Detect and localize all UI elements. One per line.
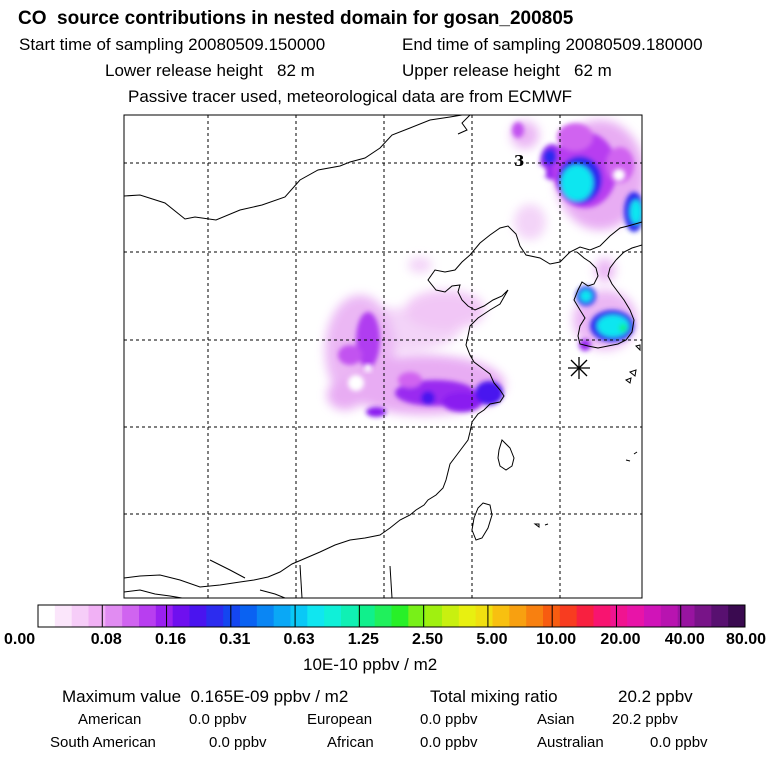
colorbar [37, 604, 746, 628]
region-value: 0.0 ppbv [650, 734, 708, 751]
colorbar-swatch [711, 605, 729, 627]
total-mixing-label: Total mixing ratio [430, 687, 558, 706]
colorbar-swatch [475, 605, 493, 627]
colorbar-swatch [610, 605, 628, 627]
end-time-label: End time of sampling 20080509.180000 [402, 35, 703, 54]
colorbar-swatch [543, 605, 561, 627]
colorbar-swatch [307, 605, 325, 627]
colorbar-swatch [458, 605, 477, 627]
region-label: American [78, 711, 142, 728]
colorbar-swatch [593, 605, 611, 627]
colorbar-swatch [627, 605, 645, 627]
colorbar-swatch [155, 605, 174, 627]
colorbar-swatch [54, 605, 73, 627]
colorbar-frame [37, 604, 746, 628]
colorbar-tick-label: 40.00 [664, 631, 705, 648]
colorbar-swatch [492, 605, 510, 627]
lower-release-label: Lower release height 82 m [105, 61, 315, 80]
region-label: Australian [537, 734, 604, 751]
colorbar-swatch [223, 605, 241, 627]
colorbar-swatch [105, 605, 123, 627]
region-value: 0.0 ppbv [189, 711, 247, 728]
map-frame [123, 114, 643, 599]
total-mixing-value: 20.2 ppbv [618, 687, 693, 706]
colorbar-swatch [576, 605, 594, 627]
colorbar-unit-label: 10E-10 ppbv / m2 [303, 655, 438, 674]
colorbar-swatch [660, 605, 679, 627]
colorbar-tick-label: 0.31 [219, 631, 251, 648]
coastlines [124, 115, 642, 598]
colorbar-swatch [240, 605, 258, 627]
colorbar-swatch [694, 605, 712, 627]
colorbar-swatch [189, 605, 207, 627]
colorbar-tick-label: 80.00 [725, 631, 766, 648]
colorbar-swatch [139, 605, 157, 627]
colorbar-swatch [122, 605, 140, 627]
colorbar-tick-label: 1.25 [347, 631, 379, 648]
colorbar-swatch [324, 605, 342, 627]
contour-label: 3 [514, 152, 524, 170]
region-label: European [307, 711, 373, 728]
upper-release-label: Upper release height 62 m [402, 61, 612, 80]
region-value: 20.2 ppbv [612, 711, 678, 728]
colorbar-swatch [71, 605, 89, 627]
concentration-field [325, 120, 642, 417]
tracer-label: Passive tracer used, meteorological data… [128, 87, 573, 106]
plot-title: CO source contributions in nested domain… [18, 8, 574, 29]
region-value: 0.0 ppbv [420, 734, 478, 751]
colorbar-swatch [408, 605, 426, 627]
start-time-label: Start time of sampling 20080509.150000 [19, 35, 326, 54]
colorbar-tick-label: 2.50 [412, 631, 444, 648]
colorbar-swatch [425, 605, 443, 627]
colorbar-swatch [206, 605, 224, 627]
colorbar-swatch [88, 605, 106, 627]
colorbar-swatch [357, 605, 376, 627]
colorbar-tick-label: 0.08 [90, 631, 122, 648]
region-value: 0.0 ppbv [420, 711, 478, 728]
colorbar-swatch [728, 605, 746, 627]
colorbar-tick-label: 20.00 [600, 631, 641, 648]
release-station-asterisk-icon [568, 357, 590, 379]
region-label: South American [50, 734, 156, 751]
colorbar-swatch [677, 605, 695, 627]
colorbar-swatch [290, 605, 308, 627]
colorbar-swatch [442, 605, 460, 627]
colorbar-swatch [273, 605, 291, 627]
max-value-label: Maximum value 0.165E-09 ppbv / m2 [62, 687, 349, 706]
map-gridlines [124, 115, 642, 598]
region-label: African [327, 734, 374, 751]
colorbar-swatch [38, 605, 56, 627]
colorbar-tick-label: 5.00 [476, 631, 508, 648]
region-value: 0.0 ppbv [209, 734, 267, 751]
colorbar-swatch [644, 605, 662, 627]
colorbar-swatch [374, 605, 392, 627]
colorbar-swatch [526, 605, 544, 627]
colorbar-swatch [509, 605, 527, 627]
colorbar-tick-label: 0.16 [154, 631, 187, 648]
colorbar-swatch [172, 605, 190, 627]
region-label: Asian [537, 711, 575, 728]
colorbar-swatch [341, 605, 359, 627]
colorbar-tick-label: 0.63 [283, 631, 315, 648]
colorbar-tick-label: 10.00 [536, 631, 577, 648]
colorbar-swatch [256, 605, 275, 627]
colorbar-swatch [559, 605, 578, 627]
colorbar-swatch [391, 605, 409, 627]
colorbar-tick-label: 0.00 [4, 631, 36, 648]
